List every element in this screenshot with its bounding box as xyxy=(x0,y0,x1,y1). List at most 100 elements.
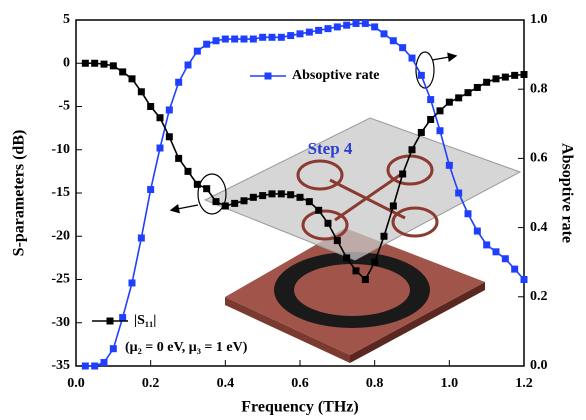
y-tick-label: 5 xyxy=(63,12,70,27)
y2-tick-label: 0.4 xyxy=(530,220,548,235)
point xyxy=(129,75,136,82)
point xyxy=(409,146,416,153)
point xyxy=(325,25,332,32)
point xyxy=(82,363,89,370)
point xyxy=(297,30,304,37)
y-tick-label: -35 xyxy=(51,358,70,373)
legend-label: |S₁₁| xyxy=(134,313,156,328)
point xyxy=(315,207,322,214)
point xyxy=(381,30,388,37)
y2-tick-label: 0.6 xyxy=(530,151,548,166)
point xyxy=(399,44,406,51)
point xyxy=(474,228,481,235)
legend-marker xyxy=(107,318,114,325)
point xyxy=(241,197,248,204)
x-tick-label: 1.0 xyxy=(441,376,459,391)
point xyxy=(521,276,528,283)
x-tick-label: 0.8 xyxy=(366,376,384,391)
point xyxy=(119,68,126,75)
point xyxy=(381,233,388,240)
point xyxy=(446,99,453,106)
point xyxy=(465,210,472,217)
point xyxy=(82,60,89,67)
point xyxy=(101,359,108,366)
point xyxy=(147,186,154,193)
point xyxy=(390,202,397,209)
point xyxy=(371,259,378,266)
point xyxy=(147,103,154,110)
point xyxy=(269,190,276,197)
point xyxy=(511,72,518,79)
point xyxy=(483,241,490,248)
point xyxy=(306,198,313,205)
point xyxy=(325,220,332,227)
x-tick-label: 0.2 xyxy=(142,376,160,391)
x-tick-label: 0.4 xyxy=(217,376,235,391)
inset-illustration xyxy=(205,118,520,363)
point xyxy=(185,168,192,175)
point xyxy=(166,133,173,140)
annotation: (μ₂ = 0 eV, μ₃ = 1 eV) xyxy=(125,340,248,355)
y-tick-label: 0 xyxy=(63,55,70,70)
point xyxy=(418,72,425,79)
point xyxy=(129,279,136,286)
y-tick-label: -10 xyxy=(51,142,70,157)
y-tick-label: -30 xyxy=(51,315,70,330)
point xyxy=(362,276,369,283)
point xyxy=(231,200,238,207)
x-tick-label: 0.0 xyxy=(67,376,85,391)
point xyxy=(250,194,257,201)
point xyxy=(446,162,453,169)
point xyxy=(493,248,500,255)
y2-tick-label: 0.8 xyxy=(530,81,548,96)
point xyxy=(427,96,434,103)
point xyxy=(427,116,434,123)
point xyxy=(91,60,98,67)
x-tick-label: 1.2 xyxy=(515,376,533,391)
point xyxy=(259,34,266,41)
y-tick-label: -5 xyxy=(58,99,70,114)
point xyxy=(278,34,285,41)
point xyxy=(502,74,509,81)
point xyxy=(418,129,425,136)
point xyxy=(287,191,294,198)
point xyxy=(175,79,182,86)
point xyxy=(157,114,164,121)
y2-tick-label: 0.0 xyxy=(530,358,548,373)
y2-tick-label: 0.2 xyxy=(530,289,548,304)
point xyxy=(213,198,220,205)
y-tick-label: -20 xyxy=(51,228,70,243)
point xyxy=(399,170,406,177)
point xyxy=(493,75,500,82)
point xyxy=(194,48,201,55)
point xyxy=(250,36,257,43)
y2-tick-label: 1.0 xyxy=(530,12,548,27)
point xyxy=(334,237,341,244)
point xyxy=(455,94,462,101)
point xyxy=(343,22,350,29)
point xyxy=(390,37,397,44)
point xyxy=(437,127,444,134)
y2-axis-label: Absoptive rate xyxy=(558,143,575,243)
point xyxy=(231,36,238,43)
point xyxy=(455,190,462,197)
point xyxy=(213,37,220,44)
point xyxy=(474,84,481,91)
point xyxy=(259,192,266,199)
point xyxy=(269,34,276,41)
point xyxy=(138,234,145,241)
point xyxy=(465,89,472,96)
point xyxy=(409,55,416,62)
x-axis-label: Frequency (THz) xyxy=(241,399,358,416)
legend-marker xyxy=(265,73,272,80)
point xyxy=(138,88,145,95)
point xyxy=(483,79,490,86)
y-axis-label: S-parameters (dB) xyxy=(11,130,28,257)
inset-label: Step 4 xyxy=(308,139,353,158)
legend-label: Absoptive rate xyxy=(292,68,380,83)
point xyxy=(110,345,117,352)
point xyxy=(166,106,173,113)
point xyxy=(101,61,108,68)
point xyxy=(297,194,304,201)
point xyxy=(185,61,192,68)
